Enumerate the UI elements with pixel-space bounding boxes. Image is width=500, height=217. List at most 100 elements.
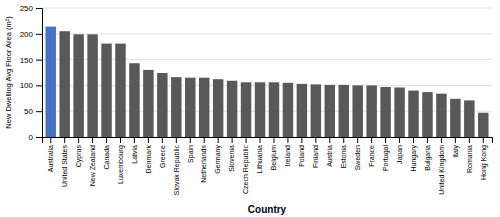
tick-mark — [232, 137, 233, 143]
tick-mark — [36, 85, 42, 86]
tick-mark — [120, 137, 121, 143]
bar — [241, 82, 251, 137]
tick: Portugal — [382, 137, 390, 171]
tick: Spain — [186, 137, 194, 163]
tick-mark — [78, 137, 79, 143]
grid-line — [42, 8, 492, 9]
bar — [269, 82, 279, 137]
bar — [199, 78, 209, 137]
bar — [339, 85, 349, 137]
tick-mark — [469, 137, 470, 143]
tick-label: Romania — [466, 145, 473, 173]
tick-mark — [427, 137, 428, 143]
grid — [42, 8, 492, 137]
tick-label: France — [368, 145, 375, 167]
tick-mark — [36, 60, 42, 61]
tick-label: Japan — [396, 145, 404, 164]
tick-label: Poland — [298, 145, 305, 167]
tick-label: 250 — [20, 4, 34, 13]
tick-mark — [190, 137, 191, 143]
tick-label: 50 — [24, 107, 33, 116]
tick: France — [368, 137, 375, 167]
tick: Romania — [466, 137, 473, 173]
tick: Belgium — [270, 137, 278, 170]
tick: Hong Kong — [480, 137, 488, 180]
tick: Luxembourg — [117, 137, 125, 184]
tick: Ireland — [284, 137, 291, 166]
plot: 050100150200250AustraliaUnited StatesCyp… — [20, 4, 493, 195]
bar — [450, 99, 460, 137]
bar — [45, 27, 55, 137]
tick-label: 0 — [29, 133, 34, 142]
tick-label: Denmark — [145, 145, 152, 174]
tick-label: United Kingdom — [438, 145, 446, 195]
tick-mark — [148, 137, 149, 143]
tick: 50 — [24, 107, 42, 116]
tick-mark — [371, 137, 372, 143]
tick-label: Australia — [47, 145, 54, 172]
axis-line — [36, 9, 43, 138]
x-axis-title: Country — [248, 204, 287, 215]
tick-label: Lithuania — [256, 145, 263, 174]
tick-label: Ireland — [284, 145, 291, 167]
tick: Denmark — [145, 137, 152, 173]
tick-mark — [315, 137, 316, 143]
tick: Slovenia — [228, 137, 235, 172]
tick: Lithuania — [256, 137, 263, 173]
tick: Sweden — [354, 137, 361, 170]
tick-mark — [287, 137, 288, 143]
tick: 150 — [20, 56, 42, 65]
bar — [227, 81, 237, 137]
tick-label: Spain — [186, 145, 194, 163]
tick-label: Germany — [214, 145, 222, 174]
bar — [408, 91, 418, 137]
tick-mark — [343, 137, 344, 143]
tick-label: Latvia — [131, 145, 138, 164]
tick: Slovak Republic — [173, 137, 181, 195]
tick-mark — [273, 137, 274, 143]
tick-label: Greece — [159, 145, 166, 168]
tick-mark — [36, 111, 42, 112]
y-axis: 0 50 100 150 200 250 — [20, 4, 43, 142]
tick: Austria — [326, 137, 333, 167]
tick-label: Slovak Republic — [173, 145, 181, 196]
tick-label: Bulgaria — [424, 145, 432, 171]
tick: Japan — [396, 137, 404, 164]
tick-mark — [36, 137, 42, 138]
tick: Finland — [312, 137, 319, 168]
bar — [325, 85, 335, 137]
bar — [101, 44, 111, 137]
bar — [394, 87, 404, 137]
tick-mark — [246, 137, 247, 143]
bar — [311, 84, 321, 137]
bar — [297, 84, 307, 137]
bar — [366, 85, 376, 137]
tick-mark — [134, 137, 135, 143]
tick-label: Belgium — [270, 145, 278, 170]
tick-label: Netherlands — [200, 145, 207, 183]
bar — [255, 82, 265, 137]
bar — [352, 85, 362, 137]
tick-label: Hong Kong — [480, 145, 488, 180]
tick-label: Estonia — [340, 145, 347, 168]
tick-mark — [301, 137, 302, 143]
tick-mark — [329, 137, 330, 143]
tick-label: 100 — [20, 81, 34, 90]
tick-mark — [399, 137, 400, 143]
tick: Canada — [103, 137, 110, 170]
tick-label: 200 — [20, 30, 34, 39]
tick: Czech Republic — [242, 137, 250, 194]
tick-mark — [204, 137, 205, 143]
tick-mark — [106, 137, 107, 143]
bars — [45, 27, 488, 137]
tick-label: Luxembourg — [117, 145, 125, 184]
tick-mark — [162, 137, 163, 143]
tick-label: Sweden — [354, 145, 361, 170]
tick-label: Hungary — [410, 145, 418, 172]
tick-mark — [483, 137, 484, 143]
tick-label: Austria — [326, 145, 333, 167]
bar — [185, 78, 195, 137]
tick-label: Czech Republic — [242, 145, 250, 195]
tick: Netherlands — [200, 137, 207, 183]
tick: Greece — [159, 137, 166, 168]
